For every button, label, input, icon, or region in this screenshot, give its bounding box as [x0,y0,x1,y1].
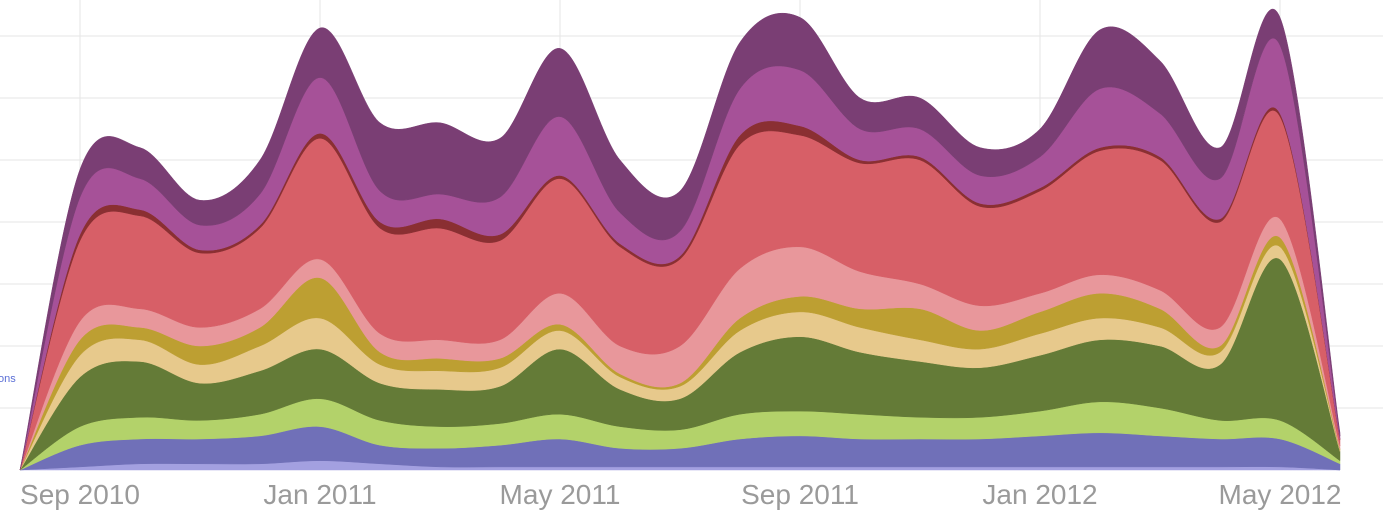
annotation: ons [0,373,16,385]
x-tick-label: Jan 2012 [982,479,1097,510]
x-tick-label: Sep 2010 [20,479,140,510]
x-tick-label: May 2011 [500,479,621,510]
area [19,8,1341,471]
x-tick-label: May 2012 [1219,479,1342,510]
x-tick-label: Jan 2011 [263,479,376,510]
areas [19,8,1341,471]
x-tick-label: Sep 2011 [741,479,859,510]
